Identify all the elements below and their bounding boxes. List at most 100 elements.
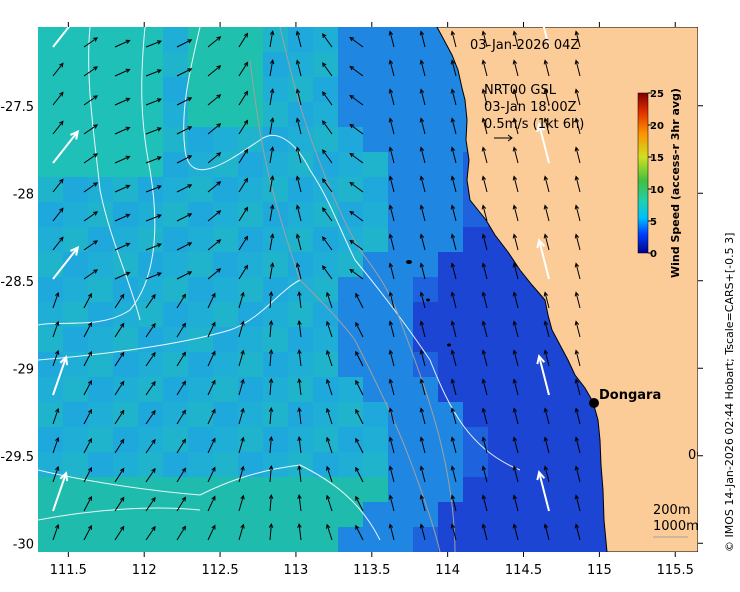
wind-arrow <box>325 494 333 512</box>
wind-arrow <box>268 406 274 425</box>
grid-cell <box>438 152 464 178</box>
grid-cell <box>88 127 114 153</box>
wind-arrow <box>83 379 92 396</box>
wind-arrow <box>297 436 302 454</box>
x-tick-label: 115.5 <box>657 563 694 578</box>
grid-cell <box>188 502 214 528</box>
wind-arrow <box>481 88 488 106</box>
bathymetry-contours <box>249 27 456 552</box>
grid-cell <box>313 27 339 53</box>
grid-cell <box>313 102 339 128</box>
wind-arrow <box>145 214 162 222</box>
wind-arrow <box>450 378 457 396</box>
wind-arrow <box>325 436 333 454</box>
grid-cell <box>213 527 239 552</box>
grid-cell <box>413 477 439 503</box>
grid-cell <box>438 102 464 128</box>
grid-cell <box>338 427 364 453</box>
grid-cell <box>413 227 439 253</box>
grid-cell <box>88 152 114 178</box>
grid-cell <box>213 177 239 203</box>
grid-cell <box>238 102 264 128</box>
grid-cell <box>263 52 289 78</box>
wind-arrow <box>238 320 245 338</box>
wind-arrow <box>83 124 99 135</box>
grid-cell <box>113 352 139 378</box>
grid-cell <box>263 527 289 552</box>
grid-cell <box>238 477 264 503</box>
grid-cell <box>38 502 64 528</box>
grid-cell <box>113 177 139 203</box>
grid-cell <box>138 452 164 478</box>
wind-arrow <box>355 437 364 454</box>
wind-arrow <box>349 210 364 222</box>
grid-cell <box>438 352 464 378</box>
grid-cell <box>288 77 314 103</box>
wind-arrow <box>355 379 364 396</box>
wind-arrow <box>207 239 222 251</box>
wind-arrow <box>145 185 162 193</box>
grid-cell <box>563 502 589 528</box>
wind-arrow <box>52 120 64 135</box>
grid-cell <box>488 402 514 428</box>
wind-arrow <box>543 465 550 483</box>
wind-arrow <box>574 117 581 135</box>
wind-arrow <box>295 146 302 164</box>
grid-cell <box>238 177 264 203</box>
wind-arrow <box>207 321 216 338</box>
y-tick-label: -27.5 <box>0 100 34 115</box>
grid-cell <box>163 52 189 78</box>
grid-cell <box>88 277 114 303</box>
grid-cell <box>438 377 464 403</box>
wind-arrow <box>512 30 519 48</box>
grid-cell <box>313 502 339 528</box>
grid-cell <box>413 202 439 228</box>
wind-arrow <box>114 68 131 77</box>
grid-cell <box>138 402 164 428</box>
grid-cell <box>213 277 239 303</box>
wind-arrow <box>325 378 333 396</box>
wind-arrow <box>295 59 302 77</box>
wind-arrow <box>145 467 156 483</box>
wind-arrow <box>145 409 156 425</box>
wind-arrows <box>52 27 581 541</box>
wind-arrow <box>297 349 302 367</box>
wind-arrow <box>355 524 364 541</box>
wind-arrow <box>512 175 519 193</box>
wind-arrow <box>355 495 364 512</box>
wind-arrow <box>238 465 245 483</box>
grid-cell <box>38 452 64 478</box>
grid-cell <box>163 402 189 428</box>
grid-cell <box>113 402 139 428</box>
grid-cell <box>363 377 389 403</box>
contour-label-1000m: 1000m <box>653 519 699 534</box>
wind-arrow <box>543 59 550 77</box>
wind-arrow <box>52 207 64 222</box>
wind-arrow <box>512 291 519 309</box>
grid-cell <box>188 152 214 178</box>
wind-arrow <box>83 466 92 483</box>
wind-arrow <box>481 30 488 48</box>
wind-arrow <box>295 262 302 280</box>
grid-cell <box>513 302 539 328</box>
wind-arrow <box>450 407 457 425</box>
wind-arrow <box>114 155 131 164</box>
grid-cell <box>263 477 289 503</box>
grid-cell <box>163 527 189 552</box>
wind-arrow <box>297 465 302 483</box>
wind-arrow-strong <box>536 354 550 396</box>
grid-cell <box>363 427 389 453</box>
grid-cell <box>338 252 364 278</box>
wind-arrow <box>238 264 249 280</box>
wind-arrow <box>574 494 581 512</box>
wind-arrow <box>512 436 519 454</box>
wind-arrow <box>543 523 550 541</box>
wind-arrow <box>512 233 519 251</box>
grid-cell <box>438 302 464 328</box>
wind-arrow <box>322 149 333 164</box>
grid-cell <box>113 452 139 478</box>
wind-arrow <box>52 291 60 309</box>
grid-cell <box>113 52 139 78</box>
wind-arrow <box>297 320 302 338</box>
grid-cell <box>413 27 439 53</box>
